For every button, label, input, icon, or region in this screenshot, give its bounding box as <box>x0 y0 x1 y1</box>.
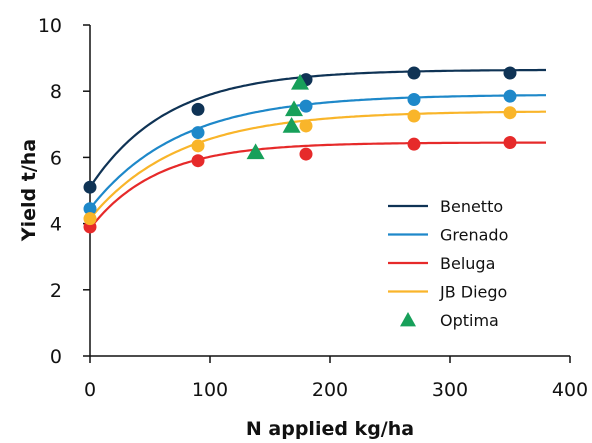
legend-label-beluga: Beluga <box>440 254 495 273</box>
x-tick-label: 0 <box>84 379 96 401</box>
point-grenado <box>503 89 517 103</box>
fit-line-beluga <box>89 141 546 230</box>
x-tick-label: 300 <box>432 379 468 401</box>
y-tick-label: 0 <box>50 346 62 368</box>
point-grenado <box>83 202 97 216</box>
y-tick-label: 8 <box>50 81 62 103</box>
point-jb-diego <box>503 106 517 120</box>
x-tick-label: 200 <box>312 379 348 401</box>
point-optima <box>285 100 303 117</box>
point-benetto <box>83 180 97 194</box>
point-grenado <box>407 92 421 106</box>
legend-label-benetto: Benetto <box>440 197 503 216</box>
point-benetto <box>191 102 205 116</box>
y-tick-label: 2 <box>50 280 62 302</box>
x-tick-label: 100 <box>192 379 228 401</box>
point-grenado <box>191 126 205 140</box>
point-benetto <box>407 66 421 80</box>
point-beluga <box>191 154 205 168</box>
legend-label-jb-diego: JB Diego <box>439 283 507 302</box>
y-axis-title: Yield t/ha <box>18 139 40 242</box>
point-jb-diego <box>191 139 205 153</box>
point-beluga <box>299 147 313 161</box>
point-beluga <box>407 137 421 151</box>
x-ticks: 0 100 200 300 400 <box>84 356 588 401</box>
point-optima <box>291 73 309 90</box>
point-jb-diego <box>407 109 421 123</box>
fit-line-jb-diego <box>89 110 546 220</box>
y-tick-label: 6 <box>50 147 62 169</box>
legend-label-optima: Optima <box>440 311 499 330</box>
legend: Benetto Grenado Beluga JB Diego Optima <box>388 197 508 330</box>
y-tick-label: 10 <box>38 15 62 37</box>
data-points <box>83 66 517 234</box>
point-beluga <box>503 136 517 150</box>
fit-line-benetto <box>89 68 546 188</box>
point-jb-diego <box>83 212 97 226</box>
point-benetto <box>503 66 517 80</box>
point-optima <box>246 143 265 160</box>
point-jb-diego <box>299 119 313 133</box>
fit-line-grenado <box>89 94 546 210</box>
y-ticks: 0 2 4 6 8 10 <box>38 15 90 368</box>
y-tick-label: 4 <box>50 214 62 236</box>
legend-label-grenado: Grenado <box>440 226 508 245</box>
point-optima <box>282 116 301 133</box>
point-grenado <box>299 99 313 113</box>
legend-marker-optima <box>400 312 416 327</box>
fit-curves <box>89 68 546 230</box>
x-axis-title: N applied kg/ha <box>246 418 414 440</box>
x-tick-label: 400 <box>552 379 588 401</box>
